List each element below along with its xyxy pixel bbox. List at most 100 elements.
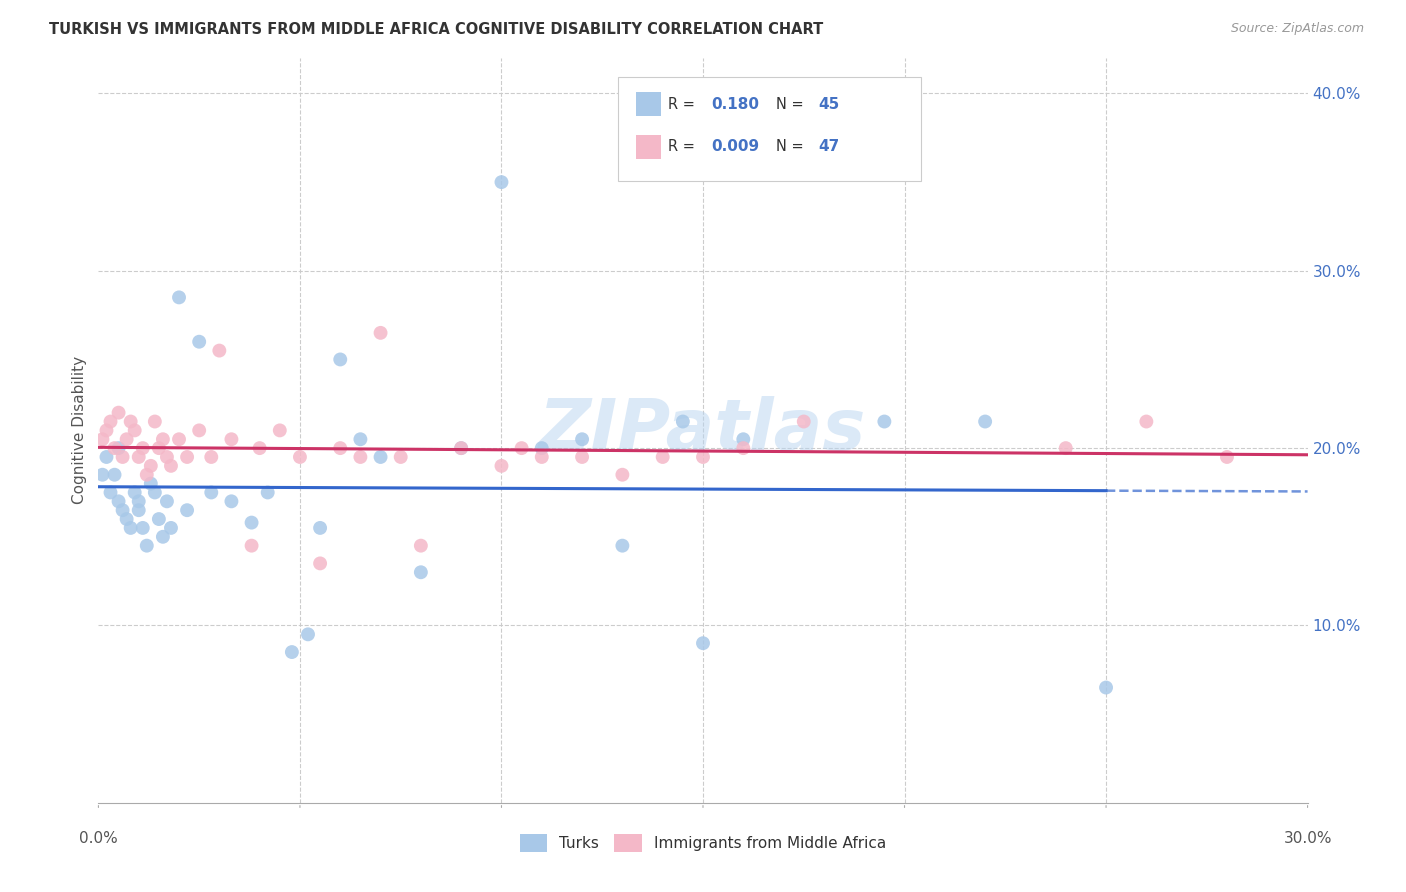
Point xyxy=(1054,441,1077,455)
Point xyxy=(733,432,755,446)
Point xyxy=(240,516,263,530)
Point xyxy=(200,485,222,500)
Point xyxy=(111,503,134,517)
Point xyxy=(120,521,142,535)
Point xyxy=(409,566,432,580)
Text: 0.0%: 0.0% xyxy=(79,830,118,846)
Point xyxy=(167,290,190,304)
Point xyxy=(249,441,271,455)
Point xyxy=(409,539,432,553)
Point xyxy=(1095,681,1118,695)
Point xyxy=(115,512,138,526)
Point xyxy=(139,458,162,473)
Point xyxy=(188,334,211,349)
Point xyxy=(389,450,412,464)
Text: 47: 47 xyxy=(818,139,839,154)
Text: N =: N = xyxy=(776,96,808,112)
Text: 45: 45 xyxy=(818,96,839,112)
Point xyxy=(221,432,243,446)
Y-axis label: Cognitive Disability: Cognitive Disability xyxy=(72,356,87,505)
Text: TURKISH VS IMMIGRANTS FROM MIDDLE AFRICA COGNITIVE DISABILITY CORRELATION CHART: TURKISH VS IMMIGRANTS FROM MIDDLE AFRICA… xyxy=(49,22,824,37)
Point xyxy=(160,458,183,473)
Point xyxy=(329,441,352,455)
Point xyxy=(188,423,211,437)
Point xyxy=(309,521,332,535)
Point xyxy=(120,415,142,429)
Point xyxy=(176,450,198,464)
Point xyxy=(100,415,122,429)
Point xyxy=(256,485,278,500)
Point xyxy=(139,476,162,491)
Point xyxy=(1216,450,1239,464)
Point xyxy=(309,557,332,571)
Text: R =: R = xyxy=(668,96,699,112)
Point xyxy=(107,406,129,420)
FancyBboxPatch shape xyxy=(619,77,921,181)
Point xyxy=(111,450,134,464)
Point xyxy=(288,450,311,464)
Point xyxy=(107,494,129,508)
Point xyxy=(974,415,997,429)
Point xyxy=(91,432,114,446)
Point xyxy=(128,503,150,517)
Point xyxy=(491,175,513,189)
Point xyxy=(491,458,513,473)
Point xyxy=(793,415,815,429)
Point xyxy=(510,441,533,455)
Text: N =: N = xyxy=(776,139,808,154)
Text: 30.0%: 30.0% xyxy=(1284,830,1331,846)
Point xyxy=(152,530,174,544)
Point xyxy=(152,432,174,446)
Point xyxy=(571,450,593,464)
Point xyxy=(124,423,146,437)
Text: 0.180: 0.180 xyxy=(711,96,759,112)
FancyBboxPatch shape xyxy=(637,135,661,159)
Point xyxy=(692,636,714,650)
Point xyxy=(208,343,231,358)
Point xyxy=(128,494,150,508)
Point xyxy=(156,494,179,508)
Point xyxy=(349,450,371,464)
Point xyxy=(160,521,183,535)
Point xyxy=(221,494,243,508)
Point xyxy=(873,415,896,429)
Point xyxy=(107,441,129,455)
Point xyxy=(692,450,714,464)
Text: Source: ZipAtlas.com: Source: ZipAtlas.com xyxy=(1230,22,1364,36)
Point xyxy=(167,432,190,446)
Point xyxy=(329,352,352,367)
Point xyxy=(450,441,472,455)
Point xyxy=(450,441,472,455)
Point xyxy=(349,432,371,446)
Point xyxy=(124,485,146,500)
Point xyxy=(1135,415,1157,429)
Point xyxy=(672,415,695,429)
Point xyxy=(128,450,150,464)
Point xyxy=(148,512,170,526)
Point xyxy=(115,432,138,446)
Point xyxy=(132,441,155,455)
Point xyxy=(269,423,291,437)
Text: 0.009: 0.009 xyxy=(711,139,759,154)
Point xyxy=(135,467,157,482)
Point xyxy=(148,441,170,455)
Point xyxy=(530,450,553,464)
Point xyxy=(200,450,222,464)
Point xyxy=(612,539,634,553)
Point xyxy=(100,485,122,500)
Point xyxy=(297,627,319,641)
Point xyxy=(156,450,179,464)
Point xyxy=(176,503,198,517)
Point xyxy=(370,450,392,464)
Point xyxy=(370,326,392,340)
Point xyxy=(571,432,593,446)
Point xyxy=(96,423,118,437)
Point xyxy=(91,467,114,482)
Point xyxy=(651,450,673,464)
Legend: Turks, Immigrants from Middle Africa: Turks, Immigrants from Middle Africa xyxy=(513,828,893,858)
Point xyxy=(240,539,263,553)
Point xyxy=(733,441,755,455)
FancyBboxPatch shape xyxy=(637,92,661,116)
Point xyxy=(103,441,125,455)
Point xyxy=(103,467,125,482)
